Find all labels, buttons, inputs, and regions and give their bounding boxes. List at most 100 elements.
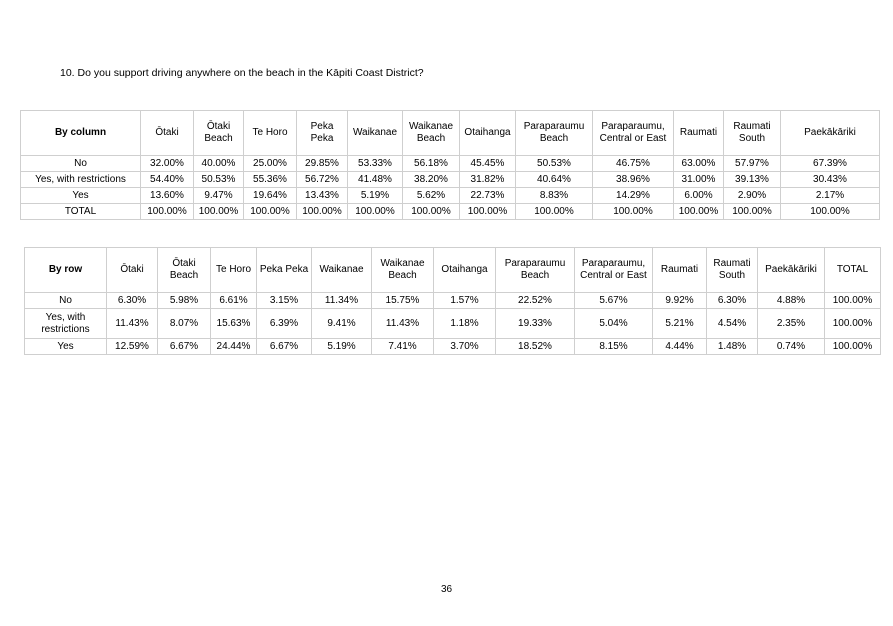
cell: 53.33% (347, 155, 403, 172)
cell: 6.00% (673, 187, 724, 204)
row-label: Yes (24, 338, 107, 355)
cell: 11.43% (106, 308, 158, 339)
col-header: Ōtaki Beach (157, 247, 211, 293)
table-row: TOTAL 100.00% 100.00% 100.00% 100.00% 10… (20, 203, 880, 220)
cell: 11.34% (311, 292, 372, 309)
cell: 40.00% (193, 155, 244, 172)
cell: 6.30% (106, 292, 158, 309)
cell: 54.40% (140, 171, 194, 188)
cell: 41.48% (347, 171, 403, 188)
cell: 100.00% (824, 338, 881, 355)
cell: 100.00% (140, 203, 194, 220)
by-row-header-row: By row Ōtaki Ōtaki Beach Te Horo Peka Pe… (24, 247, 881, 293)
cell: 100.00% (824, 292, 881, 309)
row-label: Yes, with restrictions (20, 171, 141, 188)
cell: 57.97% (723, 155, 781, 172)
col-header: Raumati (652, 247, 707, 293)
col-header: Paraparaumu Beach (495, 247, 575, 293)
cell: 4.88% (757, 292, 825, 309)
table-row: Yes 13.60% 9.47% 19.64% 13.43% 5.19% 5.6… (20, 187, 880, 204)
col-header: Raumati (673, 110, 724, 156)
by-column-table: By column Ōtaki Ōtaki Beach Te Horo Peka… (20, 110, 880, 220)
cell: 38.96% (592, 171, 674, 188)
col-header: Te Horo (210, 247, 257, 293)
cell: 9.41% (311, 308, 372, 339)
col-header: Waikanae Beach (371, 247, 434, 293)
cell: 14.29% (592, 187, 674, 204)
cell: 55.36% (243, 171, 297, 188)
col-header: Paraparaumu, Central or East (574, 247, 653, 293)
col-header: Peka Peka (296, 110, 348, 156)
table-row: Yes, with restrictions 54.40% 50.53% 55.… (20, 171, 880, 188)
col-header: Otaihanga (433, 247, 496, 293)
cell: 100.00% (402, 203, 460, 220)
cell: 50.53% (515, 155, 593, 172)
cell: 40.64% (515, 171, 593, 188)
by-row-table: By row Ōtaki Ōtaki Beach Te Horo Peka Pe… (24, 247, 881, 355)
cell: 2.35% (757, 308, 825, 339)
cell: 19.33% (495, 308, 575, 339)
row-label: Yes (20, 187, 141, 204)
by-column-header-row: By column Ōtaki Ōtaki Beach Te Horo Peka… (20, 110, 880, 156)
cell: 46.75% (592, 155, 674, 172)
cell: 19.64% (243, 187, 297, 204)
col-header: Otaihanga (459, 110, 516, 156)
col-header: Waikanae (311, 247, 372, 293)
cell: 5.67% (574, 292, 653, 309)
page-number: 36 (440, 584, 453, 595)
cell: 5.19% (311, 338, 372, 355)
table-row: Yes 12.59% 6.67% 24.44% 6.67% 5.19% 7.41… (24, 338, 881, 355)
cell: 31.00% (673, 171, 724, 188)
cell: 6.67% (157, 338, 211, 355)
cell: 15.63% (210, 308, 257, 339)
col-header: Paraparaumu, Central or East (592, 110, 674, 156)
cell: 8.83% (515, 187, 593, 204)
cell: 5.98% (157, 292, 211, 309)
cell: 13.43% (296, 187, 348, 204)
col-header: Paraparaumu Beach (515, 110, 593, 156)
col-header: Ōtaki Beach (193, 110, 244, 156)
cell: 100.00% (459, 203, 516, 220)
cell: 3.15% (256, 292, 312, 309)
cell: 100.00% (347, 203, 403, 220)
by-column-corner: By column (20, 110, 141, 156)
cell: 3.70% (433, 338, 496, 355)
cell: 100.00% (723, 203, 781, 220)
cell: 63.00% (673, 155, 724, 172)
col-header: Ōtaki (106, 247, 158, 293)
cell: 22.52% (495, 292, 575, 309)
col-header: Raumati South (723, 110, 781, 156)
cell: 9.47% (193, 187, 244, 204)
cell: 18.52% (495, 338, 575, 355)
cell: 29.85% (296, 155, 348, 172)
cell: 45.45% (459, 155, 516, 172)
cell: 100.00% (592, 203, 674, 220)
cell: 31.82% (459, 171, 516, 188)
cell: 100.00% (296, 203, 348, 220)
cell: 6.67% (256, 338, 312, 355)
cell: 0.74% (757, 338, 825, 355)
cell: 6.39% (256, 308, 312, 339)
cell: 67.39% (780, 155, 880, 172)
col-header: Paekākāriki (757, 247, 825, 293)
cell: 24.44% (210, 338, 257, 355)
cell: 100.00% (243, 203, 297, 220)
cell: 4.54% (706, 308, 758, 339)
cell: 56.72% (296, 171, 348, 188)
table-row: Yes, with restrictions 11.43% 8.07% 15.6… (24, 308, 881, 339)
question-text: 10. Do you support driving anywhere on t… (60, 67, 424, 79)
col-header: TOTAL (824, 247, 881, 293)
by-row-corner: By row (24, 247, 107, 293)
cell: 15.75% (371, 292, 434, 309)
cell: 1.57% (433, 292, 496, 309)
cell: 5.62% (402, 187, 460, 204)
cell: 13.60% (140, 187, 194, 204)
row-label: No (24, 292, 107, 309)
col-header: Peka Peka (256, 247, 312, 293)
col-header: Raumati South (706, 247, 758, 293)
cell: 12.59% (106, 338, 158, 355)
cell: 8.15% (574, 338, 653, 355)
cell: 100.00% (673, 203, 724, 220)
cell: 100.00% (780, 203, 880, 220)
cell: 8.07% (157, 308, 211, 339)
